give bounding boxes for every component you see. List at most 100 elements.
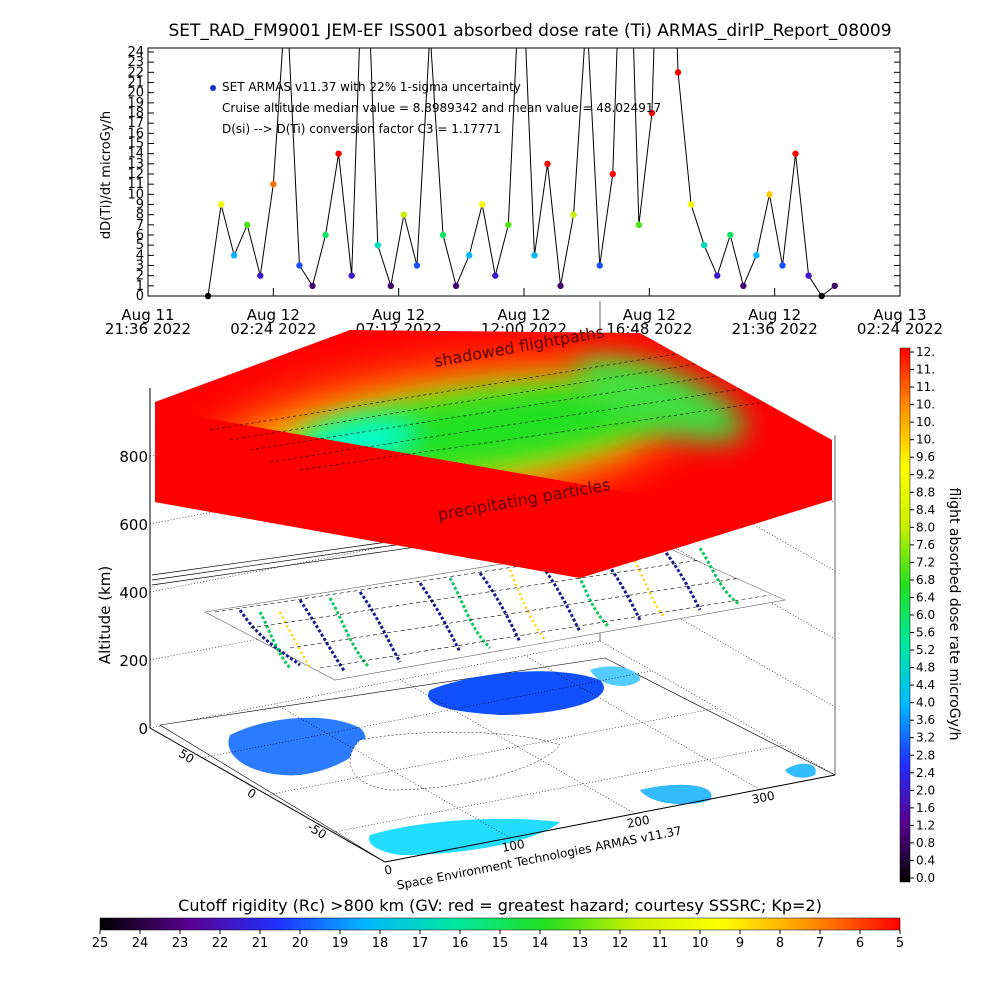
x-tick-label: Aug 11 21:36 2022 (105, 306, 191, 338)
dose-point (270, 180, 277, 188)
x-tick-label: 100 (501, 837, 526, 855)
x-tick-label: Aug 12 02:24 2022 (230, 306, 316, 338)
colorbar-tick-label: 0.4 (916, 853, 935, 867)
dose-point (714, 272, 721, 279)
orbit-plane (204, 539, 787, 681)
dose-point (557, 282, 564, 290)
colorbar-tick-label: 10. (916, 415, 935, 429)
dose-point (687, 201, 695, 208)
colorbar-tick-label: 14 (532, 936, 549, 951)
colorbar-tick-label: 3.2 (916, 731, 935, 745)
y-tick-label: 50 (176, 746, 196, 766)
colorbar-tick-label: 8.4 (916, 503, 935, 517)
y-tick-label: 24 (127, 45, 144, 60)
dose-point (374, 241, 381, 249)
y-tick-label: 11 (127, 177, 144, 192)
colorbar-tick-label: 7.6 (916, 538, 935, 552)
dose-point (452, 282, 460, 290)
dose-point (335, 150, 342, 157)
colorbar-label: flight absorbed dose rate microGy/h (946, 488, 962, 741)
colorbar-tick-label: 17 (412, 936, 429, 951)
dose-point (204, 292, 212, 300)
colorbar (899, 347, 911, 883)
z-tick-label: 800 (119, 448, 148, 466)
colorbar-tick-label: 6 (856, 936, 864, 951)
colorbar-tick-label: 1.2 (916, 818, 935, 832)
colorbar-tick-label: 4.0 (916, 696, 935, 710)
legend-text: Cruise altitude median value = 8.8989342… (222, 101, 661, 115)
dose-point (674, 69, 682, 76)
colorbar-tick-label: 1.6 (916, 801, 935, 815)
colorbar-tick-label: 5.2 (916, 643, 935, 657)
y-tick-label: 23 (127, 55, 144, 70)
x-tick-label: Aug 13 02:24 2022 (857, 306, 943, 338)
dose-point (387, 282, 395, 290)
z-tick-label: 400 (119, 584, 148, 602)
colorbar-tick-label: 11. (916, 363, 935, 377)
dose-point (439, 231, 447, 239)
colorbar-tick-label: 2.8 (916, 748, 935, 762)
dose-point (465, 252, 473, 259)
colorbar-tick-label: 6.8 (916, 573, 935, 587)
colorbar-tick-label: 20 (292, 936, 309, 951)
colorbar-tick-label: 10. (916, 433, 935, 447)
colorbar-tick-label: 16 (452, 936, 469, 951)
dose-point (596, 262, 603, 269)
colorbar-tick-label: 7.2 (916, 555, 935, 569)
colorbar-tick-label: 6.4 (916, 590, 935, 604)
y-tick-label: 2 (136, 269, 144, 284)
y-tick-label: 15 (127, 137, 144, 152)
dose-point (635, 221, 643, 229)
dose-point (296, 262, 303, 269)
colorbar-tick-label: 8 (776, 936, 784, 951)
z-tick-label: 0 (138, 720, 148, 738)
colorbar-tick-label: 11. (916, 380, 935, 394)
colorbar-tick-label: 15 (492, 936, 509, 951)
dose-point (505, 221, 512, 229)
y-tick-label: 0 (136, 289, 144, 304)
grid-line (267, 707, 718, 796)
particle-slab (155, 330, 832, 578)
colorbar-tick-label: 18 (372, 936, 389, 951)
colorbar-tick-label: 23 (172, 936, 189, 951)
y-tick-label: 9 (136, 198, 144, 213)
dose-point (348, 272, 355, 279)
dose-point (492, 272, 499, 279)
dose-point (257, 272, 264, 279)
x-tick-label: 200 (626, 813, 651, 831)
dose-point (479, 201, 486, 208)
y-tick-label: 22 (127, 65, 144, 80)
legend-text: D(si) --> D(Ti) conversion factor C3 = 1… (222, 122, 501, 136)
colorbar-tick-label: 12. (916, 345, 935, 359)
dose-point (766, 191, 773, 198)
colorbar-tick-label: 5.6 (916, 626, 935, 640)
dose-point (400, 211, 408, 218)
colorbar-tick-label: 11 (652, 936, 669, 951)
y-tick-label: 8 (136, 208, 144, 223)
colorbar-tick-label: 0.8 (916, 836, 935, 850)
dose-point (831, 282, 838, 290)
dose-point (648, 109, 656, 117)
dose-point (413, 262, 421, 269)
y-tick-label: 12 (127, 167, 144, 182)
colorbar-tick-label: 24 (132, 936, 149, 951)
colorbar-tick-label: 12 (612, 936, 629, 951)
colorbar-tick-label: 0.0 (916, 871, 935, 885)
legend-marker (210, 85, 216, 91)
grid-line (332, 744, 783, 833)
y-tick-label: 14 (127, 147, 144, 162)
dose-point (230, 252, 238, 259)
y-tick-label: 20 (127, 86, 144, 101)
colorbar-tick-label: 19 (332, 936, 349, 951)
colorbar-tick-label: 25 (92, 936, 109, 951)
z-tick-label: 600 (119, 516, 148, 534)
z-tick-label: 200 (119, 652, 148, 670)
colorbar-tick-label: 21 (252, 936, 269, 951)
x-tick-label: Aug 12 21:36 2022 (732, 306, 818, 338)
colorbar-tick-label: 13 (572, 936, 589, 951)
plot-area (204, 48, 838, 300)
colorbar-tick-label: 5 (896, 936, 904, 951)
y-tick-label: 4 (136, 248, 144, 263)
y-tick-label: 5 (136, 238, 144, 253)
dose-point (792, 150, 799, 157)
